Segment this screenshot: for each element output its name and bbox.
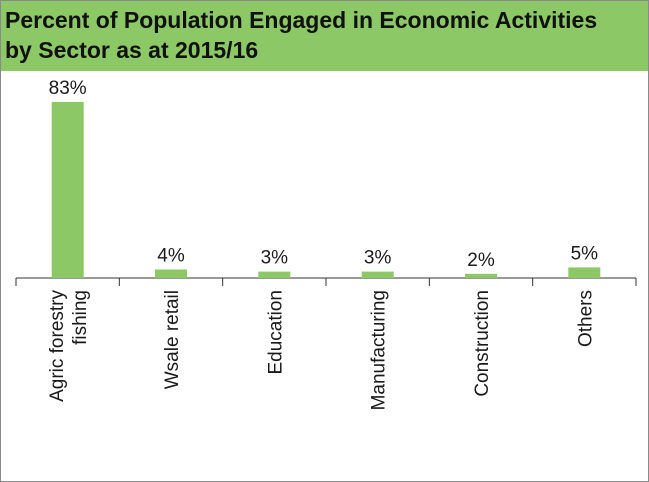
category-label-4: Manufacturing — [369, 290, 390, 410]
data-label-3: 3% — [261, 248, 289, 269]
plot-area: 83% Agric forestry fishing 4% Wsale retail 3%… — [15, 78, 637, 410]
bar-2 — [155, 269, 187, 278]
category-label-6: Others — [575, 290, 596, 347]
data-label-1: 83% — [49, 78, 87, 99]
bar-6 — [568, 267, 601, 278]
data-label-6: 5% — [571, 243, 599, 264]
data-label-4: 3% — [364, 248, 392, 269]
chart-title: Percent of Population Engaged in Economi… — [5, 7, 598, 63]
bar-1 — [51, 102, 84, 278]
bar-4 — [361, 271, 394, 278]
bar-3 — [258, 271, 291, 278]
category-label-3: Education — [265, 290, 286, 375]
category-label-1: Agric forestry — [47, 290, 68, 402]
data-label-5: 2% — [467, 250, 495, 271]
category-label-5: Construction — [472, 290, 493, 397]
category-label-1: fishing — [70, 290, 91, 345]
category-label-2: Wsale retail — [162, 290, 183, 389]
data-label-2: 4% — [157, 246, 185, 267]
bar-5 — [465, 273, 497, 278]
chart-header: Percent of Population Engaged in Economi… — [1, 1, 648, 71]
